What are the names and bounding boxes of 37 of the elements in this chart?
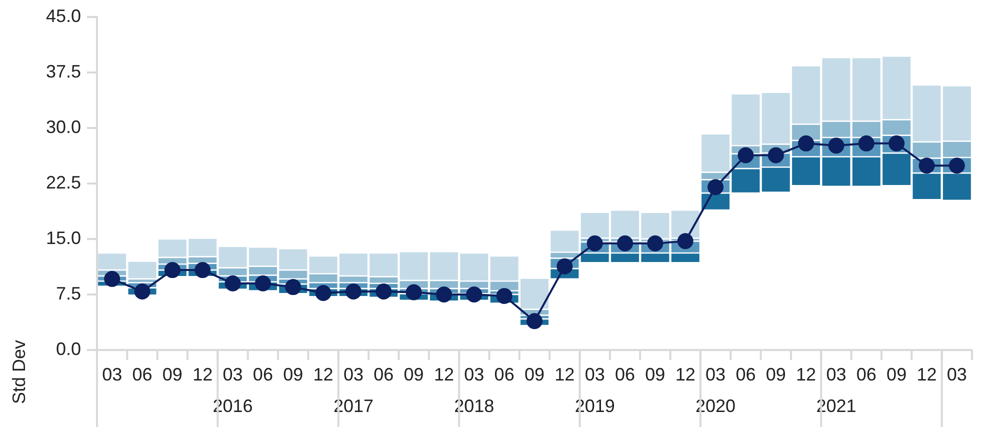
x-tick-label: 06 bbox=[736, 364, 756, 385]
y-tick-label: 45.0 bbox=[46, 6, 81, 26]
y-tick-label: 0.0 bbox=[56, 338, 81, 359]
x-tick-label: 03 2017 bbox=[333, 364, 374, 416]
y-axis-title: Std Dev bbox=[8, 340, 29, 404]
x-tick-label: 03 bbox=[102, 364, 122, 385]
y-tick-label: 7.5 bbox=[56, 283, 81, 304]
x-tick-label: 03 2018 bbox=[454, 364, 494, 416]
x-tick-label: 06 bbox=[494, 364, 514, 385]
x-tick-label: 12 bbox=[796, 364, 816, 385]
x-tick-label: 06 bbox=[374, 364, 394, 385]
x-tick-label: 03 bbox=[946, 364, 967, 385]
x-tick-label: 09 bbox=[404, 364, 424, 385]
x-tick-label: 09 bbox=[283, 364, 304, 385]
x-tick-label: 12 bbox=[192, 364, 213, 385]
x-tick-label: 06 bbox=[615, 364, 636, 385]
x-tick-label: 06 bbox=[132, 364, 152, 385]
x-tick-label: 12 bbox=[313, 364, 334, 385]
x-tick-label: 12 bbox=[916, 364, 937, 385]
y-tick-label: 30.0 bbox=[46, 116, 81, 137]
y-tick-label: 15.0 bbox=[46, 228, 81, 248]
x-tick-label: 03 2020 bbox=[696, 364, 736, 416]
x-tick-label: 12 bbox=[554, 364, 575, 385]
y-tick-label: 37.5 bbox=[46, 61, 81, 82]
y-tick-label: 22.5 bbox=[46, 172, 81, 192]
x-tick-label: 09 bbox=[645, 364, 666, 385]
x-tick-label: 06 bbox=[252, 364, 273, 385]
x-tick-label: 09 bbox=[766, 364, 786, 385]
x-tick-label: 06 bbox=[856, 364, 876, 385]
x-tick-label: 12 bbox=[675, 364, 696, 385]
x-tick-label: 09 bbox=[162, 364, 182, 385]
x-tick-label: 03 2016 bbox=[212, 364, 253, 416]
x-tick-label: 09 bbox=[524, 364, 545, 385]
x-tick-label: 03 2019 bbox=[574, 364, 615, 416]
x-tick-label: 09 bbox=[886, 364, 907, 385]
x-tick-label: 12 bbox=[434, 364, 454, 385]
x-tick-label: 03 2021 bbox=[816, 364, 856, 416]
